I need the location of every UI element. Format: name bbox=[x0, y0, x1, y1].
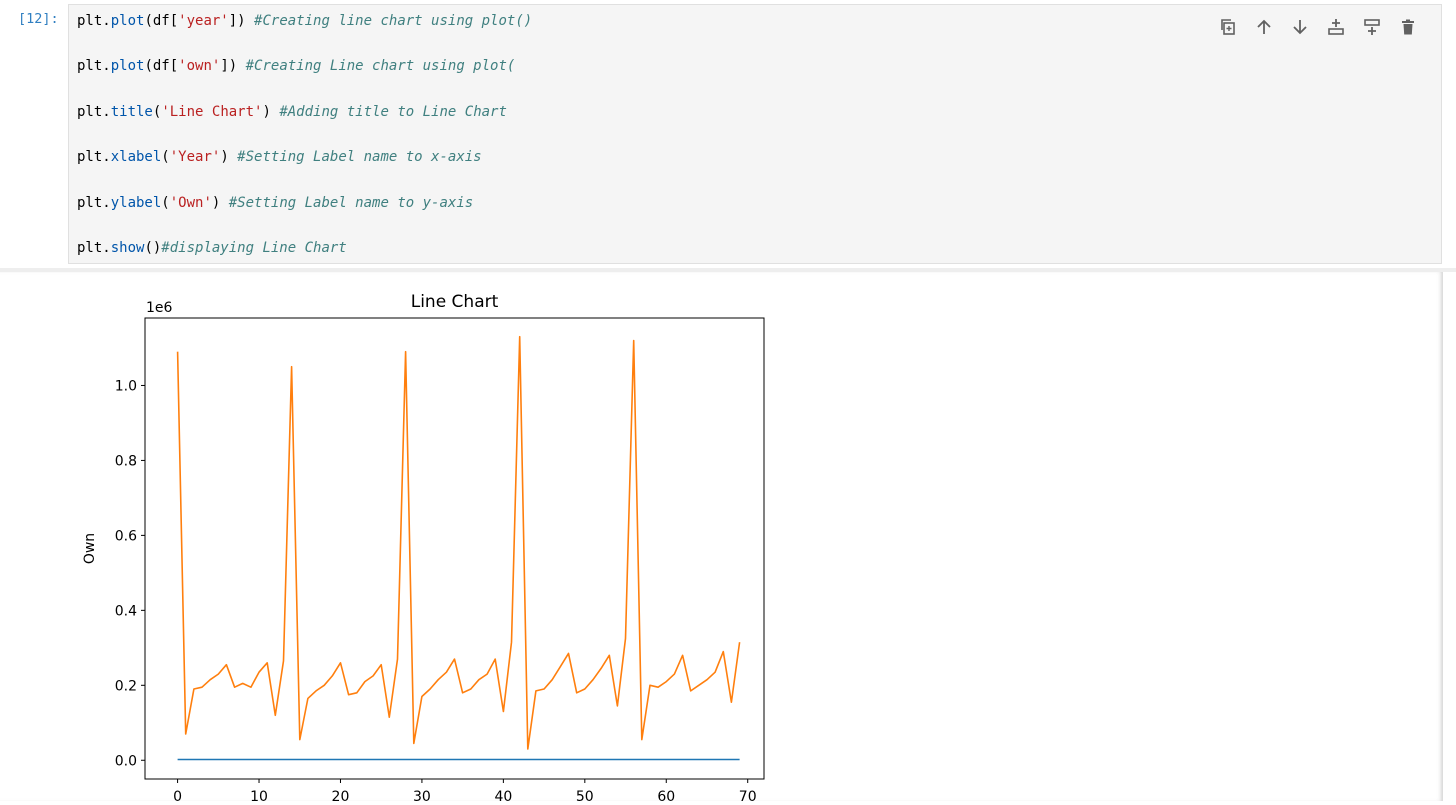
code-token: plt. bbox=[77, 149, 111, 165]
code-comment: #Setting Label name to x-axis bbox=[237, 149, 482, 165]
code-token: plt. bbox=[77, 104, 111, 120]
insert-cell-below-icon bbox=[1364, 19, 1380, 35]
code-line[interactable]: plt.ylabel('Own') #Setting Label name to… bbox=[77, 195, 473, 211]
insert-cell-above-button[interactable] bbox=[1323, 15, 1349, 39]
cell-toolbar bbox=[1215, 15, 1421, 39]
plot-frame bbox=[144, 317, 765, 780]
code-token: ( bbox=[152, 104, 162, 120]
move-down-button[interactable] bbox=[1287, 15, 1313, 39]
code-token: (df[ bbox=[144, 13, 179, 29]
scale-label: 1e6 bbox=[146, 300, 173, 316]
y-tick-label: 0.2 bbox=[115, 678, 137, 694]
x-tick-label: 0 bbox=[173, 789, 182, 801]
delete-cell-button[interactable] bbox=[1395, 15, 1421, 39]
code-comment: #Creating line chart using plot() bbox=[254, 13, 533, 29]
y-tick-label: 0.0 bbox=[115, 753, 137, 769]
code-token: ( bbox=[161, 195, 170, 211]
code-string: 'Own' bbox=[169, 195, 212, 211]
code-token: plt. bbox=[77, 195, 111, 211]
code-line[interactable]: plt.show()#displaying Line Chart bbox=[77, 240, 347, 256]
y-tick-label: 0.4 bbox=[115, 603, 137, 619]
x-tick-label: 40 bbox=[494, 789, 512, 801]
x-tick-label: 30 bbox=[413, 789, 431, 801]
code-string: 'own' bbox=[178, 58, 221, 74]
move-up-icon bbox=[1257, 19, 1271, 34]
code-token: ) bbox=[211, 195, 229, 211]
x-tick-label: 10 bbox=[250, 789, 268, 801]
code-comment: #Setting Label name to y-axis bbox=[228, 195, 474, 211]
code-comment: #Creating Line chart using plot( bbox=[245, 58, 516, 74]
code-token: ( bbox=[161, 149, 170, 165]
x-tick-label: 50 bbox=[576, 789, 594, 801]
code-line[interactable]: plt.title('Line Chart') #Adding title to… bbox=[77, 104, 507, 120]
duplicate-cell-icon bbox=[1221, 19, 1235, 35]
y-axis-label: Own bbox=[82, 533, 98, 564]
code-string: 'Line Chart' bbox=[161, 104, 263, 120]
series-line-own bbox=[176, 335, 741, 750]
code-function: xlabel bbox=[110, 149, 162, 165]
code-token: ]) bbox=[228, 13, 255, 29]
code-token: plt. bbox=[77, 13, 111, 29]
duplicate-cell-button[interactable] bbox=[1215, 15, 1241, 39]
code-token: ) bbox=[220, 149, 238, 165]
code-function: title bbox=[110, 104, 153, 120]
move-down-icon bbox=[1293, 20, 1307, 35]
code-function: plot bbox=[110, 13, 145, 29]
insert-cell-above-icon bbox=[1328, 19, 1344, 35]
y-tick-label: 0.6 bbox=[115, 528, 137, 544]
output-scrollbar[interactable] bbox=[1442, 272, 1456, 801]
code-function: show bbox=[110, 240, 145, 256]
code-editor[interactable]: plt.plot(df['year']) #Creating line char… bbox=[68, 4, 1442, 264]
cell-output: 0.0 0.2 0.4 0.6 0.8 1.0 0 10 20 30 40 50 60 70 Line Ch… bbox=[0, 272, 1443, 805]
code-string: 'Year' bbox=[169, 149, 221, 165]
x-tick-label: 60 bbox=[657, 789, 675, 801]
code-token: ) bbox=[262, 104, 280, 120]
code-line[interactable]: plt.xlabel('Year') #Setting Label name t… bbox=[77, 149, 482, 165]
code-line[interactable]: plt.plot(df['year']) #Creating line char… bbox=[77, 13, 532, 29]
y-tick-label: 0.8 bbox=[115, 453, 137, 469]
code-token: plt. bbox=[77, 240, 111, 256]
line-chart: 0.0 0.2 0.4 0.6 0.8 1.0 0 10 20 30 40 50 60 70 Line Ch… bbox=[82, 292, 765, 805]
code-function: plot bbox=[110, 58, 145, 74]
y-tick-label: 1.0 bbox=[115, 378, 137, 394]
insert-cell-below-button[interactable] bbox=[1359, 15, 1385, 39]
code-function: ylabel bbox=[110, 195, 162, 211]
code-token: () bbox=[144, 240, 162, 256]
delete-cell-icon bbox=[1402, 19, 1414, 35]
cell-prompt: [12]: bbox=[18, 11, 59, 27]
code-token: (df[ bbox=[144, 58, 179, 74]
cell-divider bbox=[0, 268, 1456, 272]
code-string: 'year' bbox=[178, 13, 229, 29]
code-token: plt. bbox=[77, 58, 111, 74]
chart-title: Line Chart bbox=[411, 292, 499, 312]
x-tick-label: 20 bbox=[332, 789, 350, 801]
move-up-button[interactable] bbox=[1251, 15, 1277, 39]
code-comment: #Adding title to Line Chart bbox=[279, 104, 507, 120]
code-line[interactable]: plt.plot(df['own']) #Creating Line chart… bbox=[77, 58, 515, 74]
code-comment: #displaying Line Chart bbox=[161, 240, 347, 256]
code-token: ]) bbox=[220, 58, 246, 74]
x-tick-label: 70 bbox=[739, 789, 757, 801]
